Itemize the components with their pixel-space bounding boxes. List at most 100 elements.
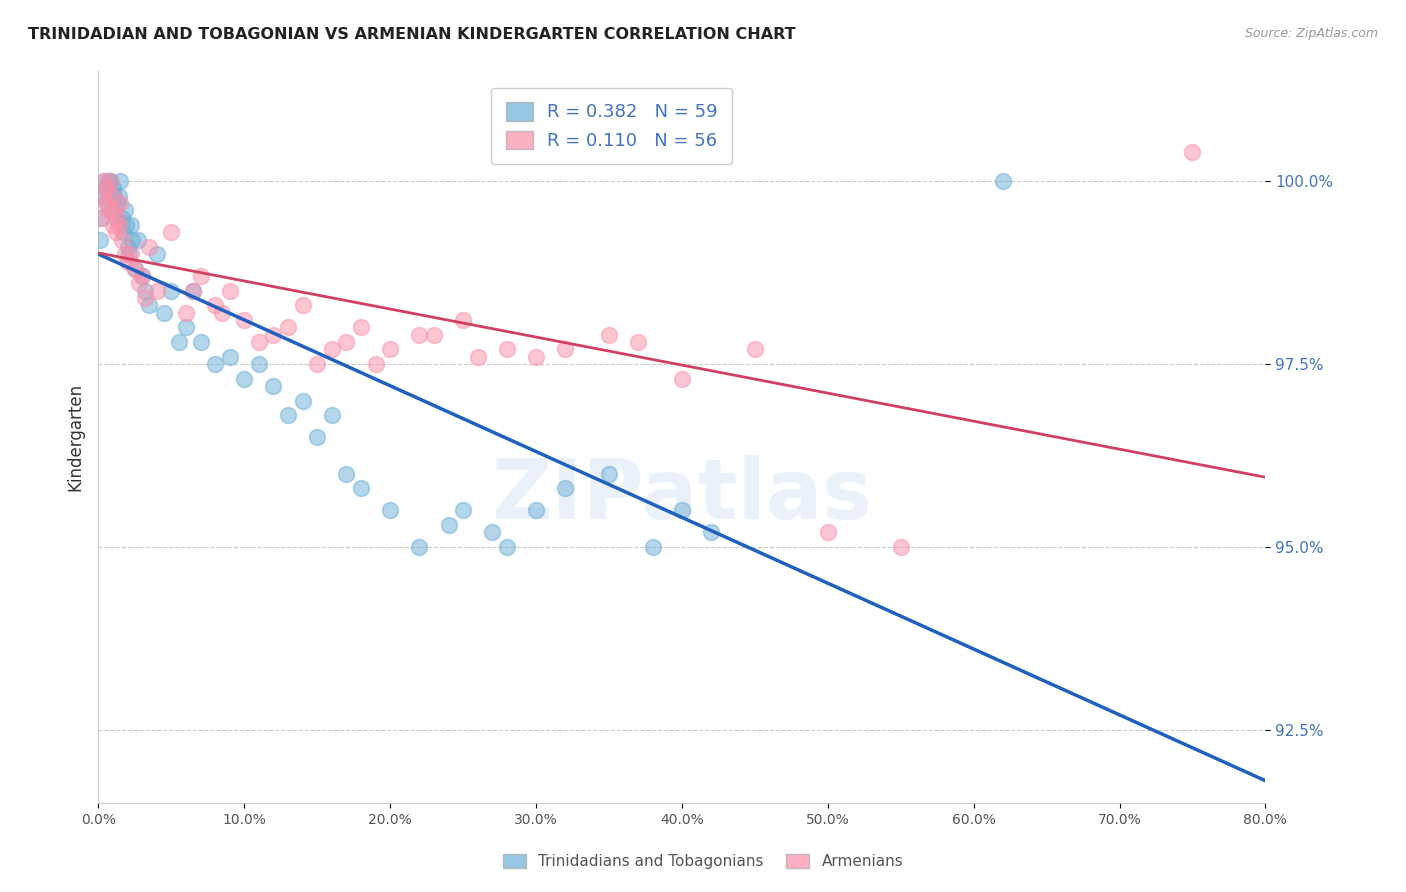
Point	[124, 261, 146, 276]
Point	[218, 284, 240, 298]
Point	[127, 233, 149, 247]
Point	[138, 298, 160, 312]
Point	[291, 393, 314, 408]
Point	[364, 357, 387, 371]
Point	[291, 298, 314, 312]
Point	[247, 334, 270, 349]
Point	[598, 327, 620, 342]
Point	[111, 211, 134, 225]
Point	[146, 247, 169, 261]
Point	[627, 334, 650, 349]
Point	[114, 203, 136, 218]
Point	[111, 233, 134, 247]
Point	[131, 269, 153, 284]
Y-axis label: Kindergarten: Kindergarten	[66, 383, 84, 491]
Point	[115, 218, 138, 232]
Point	[104, 225, 127, 239]
Point	[890, 540, 912, 554]
Point	[91, 188, 114, 202]
Point	[991, 174, 1014, 188]
Text: Source: ZipAtlas.com: Source: ZipAtlas.com	[1244, 27, 1378, 40]
Point	[350, 481, 373, 495]
Point	[117, 254, 139, 268]
Point	[134, 291, 156, 305]
Point	[598, 467, 620, 481]
Point	[100, 203, 122, 218]
Point	[146, 284, 169, 298]
Point	[423, 327, 446, 342]
Point	[108, 188, 131, 202]
Point	[160, 225, 183, 239]
Point	[218, 350, 240, 364]
Point	[671, 371, 693, 385]
Point	[101, 218, 124, 232]
Point	[89, 233, 111, 247]
Point	[118, 247, 141, 261]
Point	[321, 343, 343, 357]
Point	[131, 269, 153, 284]
Point	[671, 503, 693, 517]
Point	[190, 269, 212, 284]
Point	[817, 525, 839, 540]
Point	[321, 408, 343, 422]
Point	[233, 371, 256, 385]
Point	[554, 481, 576, 495]
Point	[451, 313, 474, 327]
Point	[190, 334, 212, 349]
Point	[90, 211, 112, 225]
Point	[335, 334, 357, 349]
Point	[101, 181, 124, 195]
Point	[350, 320, 373, 334]
Point	[110, 196, 132, 211]
Legend: Trinidadians and Tobagonians, Armenians: Trinidadians and Tobagonians, Armenians	[496, 848, 910, 875]
Point	[263, 327, 285, 342]
Point	[120, 218, 142, 232]
Point	[181, 284, 204, 298]
Point	[641, 540, 664, 554]
Point	[105, 196, 128, 211]
Point	[554, 343, 576, 357]
Point	[204, 357, 226, 371]
Point	[110, 174, 132, 188]
Point	[380, 343, 402, 357]
Point	[94, 181, 117, 195]
Point	[380, 503, 402, 517]
Point	[174, 306, 197, 320]
Point	[98, 174, 121, 188]
Point	[94, 196, 117, 211]
Point	[90, 211, 112, 225]
Point	[174, 320, 197, 334]
Point	[307, 430, 329, 444]
Point	[153, 306, 176, 320]
Point	[408, 327, 430, 342]
Point	[96, 196, 118, 211]
Point	[496, 540, 519, 554]
Point	[96, 181, 118, 195]
Point	[408, 540, 430, 554]
Point	[98, 174, 121, 188]
Point	[204, 298, 226, 312]
Point	[247, 357, 270, 371]
Point	[134, 284, 156, 298]
Point	[263, 379, 285, 393]
Point	[112, 225, 135, 239]
Point	[451, 503, 474, 517]
Point	[108, 218, 131, 232]
Point	[481, 525, 503, 540]
Point	[233, 313, 256, 327]
Text: ZIPatlas: ZIPatlas	[492, 455, 872, 536]
Point	[335, 467, 357, 481]
Point	[167, 334, 190, 349]
Point	[124, 261, 146, 276]
Point	[103, 203, 125, 218]
Point	[93, 174, 115, 188]
Text: TRINIDADIAN AND TOBAGONIAN VS ARMENIAN KINDERGARTEN CORRELATION CHART: TRINIDADIAN AND TOBAGONIAN VS ARMENIAN K…	[28, 27, 796, 42]
Point	[138, 240, 160, 254]
Point	[524, 503, 547, 517]
Point	[120, 247, 142, 261]
Point	[211, 306, 233, 320]
Point	[524, 350, 547, 364]
Point	[105, 211, 128, 225]
Legend: R = 0.382   N = 59, R = 0.110   N = 56: R = 0.382 N = 59, R = 0.110 N = 56	[491, 87, 733, 164]
Point	[744, 343, 766, 357]
